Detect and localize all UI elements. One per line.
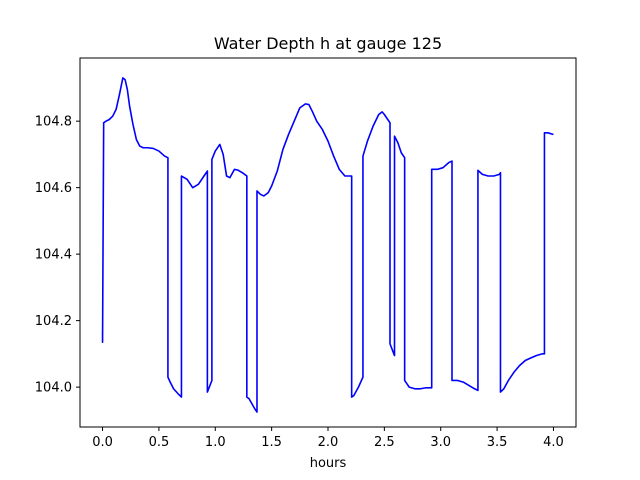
x-axis-label: hours — [310, 456, 347, 471]
x-tick-label: 4.0 — [543, 435, 564, 450]
y-tick-label: 104.6 — [35, 181, 72, 196]
x-tick-label: 0.5 — [149, 435, 170, 450]
x-tick-label: 3.0 — [430, 435, 451, 450]
y-tick-label: 104.4 — [35, 248, 72, 263]
x-tick-label: 0.0 — [92, 435, 113, 450]
y-tick-label: 104.0 — [35, 381, 72, 396]
plot-layer — [101, 77, 554, 413]
y-tick-label: 104.2 — [35, 314, 72, 329]
x-tick-label: 2.5 — [374, 435, 395, 450]
series-line-0 — [101, 77, 554, 413]
x-tick-label: 3.5 — [487, 435, 508, 450]
y-tick-label: 104.8 — [35, 115, 72, 130]
y-axis: 104.0 104.2 104.4 104.6 104.8 — [35, 115, 80, 396]
x-tick-label: 1.0 — [205, 435, 226, 450]
x-tick-label: 1.5 — [261, 435, 282, 450]
chart-title: Water Depth h at gauge 125 — [214, 34, 442, 53]
x-tick-label: 2.0 — [318, 435, 339, 450]
x-axis: 0.0 0.5 1.0 1.5 2.0 2.5 3.0 3.5 4.0 — [92, 427, 564, 450]
